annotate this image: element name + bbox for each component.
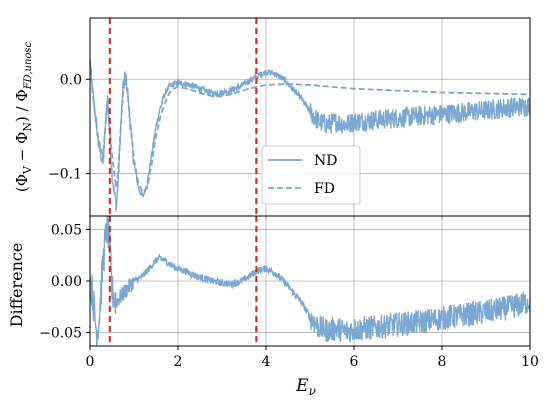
- legend-fd-label: FD: [314, 181, 335, 197]
- bot-x-tick-label-3: 6: [350, 354, 359, 370]
- bot-x-tick-label-5: 10: [521, 354, 539, 370]
- bot-x-tick-label-1: 2: [174, 354, 183, 370]
- ylabel-sub-fd: FD,unosc: [23, 41, 34, 90]
- bot-y-tick-label-0: −0.05: [39, 326, 82, 342]
- bottom-grid: [89, 216, 531, 346]
- ylabel-open: (Φ: [13, 174, 31, 192]
- legend-box: [261, 145, 361, 205]
- ylabel-sub-v: V: [21, 165, 34, 175]
- top-panel: −0.1 0.0 ND FD (ΦV − ΦN) / ΦFD,unosc: [13, 17, 531, 220]
- bot-y-tick-label-1: 0.00: [51, 274, 82, 290]
- top-y-ticks: −0.1 0.0: [48, 72, 90, 183]
- xlabel-sub: ν: [309, 384, 316, 398]
- top-series-fd: [89, 60, 530, 194]
- bottom-y-ticks: −0.05 0.00 0.05: [39, 222, 90, 342]
- top-y-tick-label-0: −0.1: [48, 167, 82, 183]
- bot-x-tick-label-2: 4: [262, 354, 271, 370]
- bottom-series: [89, 215, 531, 347]
- bottom-panel: −0.05 0.00 0.05 0 2 4 6 8 10 Difference Eν: [7, 215, 539, 398]
- xlabel-base: E: [295, 376, 309, 396]
- top-x-ticks: [89, 216, 531, 220]
- bottom-x-ticks: 0 2 4 6 8 10: [86, 346, 539, 370]
- bottom-y-axis-label: Difference: [7, 243, 26, 328]
- x-axis-label: Eν: [295, 376, 316, 398]
- top-series-nd: [89, 58, 531, 212]
- legend-nd-label: ND: [314, 153, 337, 169]
- top-y-axis-label: (ΦV − ΦN) / ΦFD,unosc: [13, 41, 34, 192]
- top-vlines: [108, 18, 258, 216]
- bot-x-tick-label-4: 8: [438, 354, 447, 370]
- ylabel-mid: ) / Φ: [13, 89, 31, 122]
- ylabel-minus: − Φ: [13, 132, 31, 166]
- bottom-vlines: [108, 216, 258, 346]
- bot-x-tick-label-0: 0: [86, 354, 95, 370]
- ylabel-sub-n: N: [21, 122, 34, 132]
- top-y-tick-label-1: 0.0: [60, 72, 82, 88]
- bot-y-tick-label-2: 0.05: [51, 222, 82, 238]
- legend: ND FD: [261, 145, 361, 205]
- bot-series-diff: [89, 215, 531, 347]
- top-series: [89, 58, 531, 212]
